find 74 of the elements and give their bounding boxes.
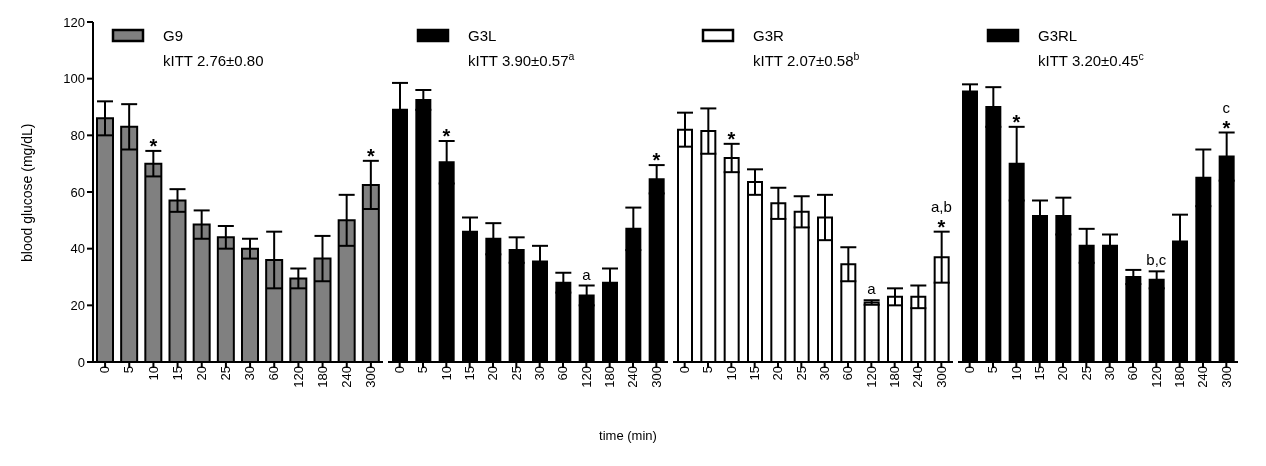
- annotation: a: [582, 265, 592, 283]
- x-tick-label: 20: [193, 366, 209, 381]
- x-tick-label: 15: [461, 366, 477, 381]
- x-tick-label: 10: [145, 366, 161, 381]
- annotation: a,b: [930, 197, 952, 215]
- x-tick-label: 25: [508, 366, 524, 381]
- x-tick-label: 60: [266, 366, 282, 381]
- x-tick-label: 240: [1195, 366, 1211, 388]
- x-tick-label: 60: [1125, 366, 1141, 381]
- y-tick-label: 60: [70, 184, 85, 200]
- x-tick-label: 120: [1148, 366, 1164, 388]
- x-tick-label: 0: [391, 366, 407, 374]
- x-tick-label: 30: [531, 366, 547, 381]
- annotation: *: [149, 134, 158, 157]
- x-tick-label: 15: [1031, 366, 1047, 381]
- annotation: *: [442, 125, 451, 147]
- y-tick-label: 20: [70, 297, 85, 313]
- x-tick-label: 240: [338, 366, 354, 388]
- annotation: *: [1222, 116, 1231, 139]
- x-tick-label: 240: [625, 366, 641, 388]
- x-tick-label: 180: [601, 366, 617, 388]
- x-tick-label: 120: [863, 366, 879, 388]
- annotation: kITT 3.20±0.45$^{c}$: [1038, 50, 1144, 69]
- annotation: c: [1222, 98, 1231, 116]
- x-tick-label: 0: [676, 366, 692, 374]
- x-tick-label: 300: [363, 366, 379, 388]
- x-tick-label: 20: [770, 366, 786, 381]
- x-tick-label: 120: [290, 366, 306, 388]
- annotation: *: [1012, 110, 1021, 133]
- x-tick-label: 25: [793, 366, 809, 381]
- x-tick-label: 30: [1101, 366, 1117, 381]
- x-tick-label: 120: [578, 366, 594, 388]
- x-tick-label: 10: [438, 366, 454, 381]
- x-tick-label: 60: [555, 366, 571, 381]
- x-tick-label: 180: [314, 366, 330, 388]
- x-tick-label: 60: [840, 366, 856, 381]
- x-tick-label: 10: [1008, 366, 1024, 381]
- annotation: a: [867, 280, 877, 298]
- annotation: *: [367, 144, 376, 167]
- x-tick-label: 300: [648, 366, 664, 388]
- x-tick-label: 15: [746, 366, 762, 381]
- legend-label: G3R: [753, 27, 785, 44]
- y-tick-label: 120: [63, 14, 85, 30]
- x-tick-label: 180: [1171, 366, 1187, 388]
- x-tick-label: 25: [1078, 366, 1094, 381]
- x-axis-title: time (min): [598, 428, 658, 443]
- annotation: kITT 3.90±0.57$^{a}$: [468, 50, 575, 69]
- legend-label: G3RL: [1038, 27, 1078, 44]
- x-tick-label: 5: [121, 366, 137, 374]
- annotation: *: [937, 215, 946, 238]
- annotation: *: [727, 127, 736, 150]
- y-tick-label: 100: [63, 71, 85, 87]
- x-tick-label: 20: [1055, 366, 1071, 381]
- x-tick-label: 0: [97, 366, 113, 374]
- x-tick-label: 240: [910, 366, 926, 388]
- x-tick-label: 300: [1218, 366, 1234, 388]
- x-tick-label: 180: [886, 366, 902, 388]
- legend-label: G9: [163, 27, 184, 44]
- x-tick-label: 25: [218, 366, 234, 381]
- x-tick-label: 30: [816, 366, 832, 381]
- annotation: b,c: [1146, 251, 1167, 269]
- x-tick-label: 15: [169, 366, 185, 381]
- y-tick-label: 40: [70, 241, 85, 257]
- annotation: kITT 2.07±0.58$^{b}$: [753, 50, 860, 69]
- x-tick-label: 10: [723, 366, 739, 381]
- x-tick-label: 20: [485, 366, 501, 381]
- annotation: kITT 2.76±0.80: [163, 52, 264, 69]
- x-tick-label: 300: [933, 366, 949, 388]
- x-tick-label: 0: [961, 366, 977, 374]
- legend-label: G3L: [468, 27, 497, 44]
- x-tick-label: 30: [242, 366, 258, 381]
- y-axis-title: blood glucose (mg/dL): [18, 123, 35, 262]
- y-tick-label: 80: [70, 127, 85, 143]
- annotation: *: [652, 149, 661, 172]
